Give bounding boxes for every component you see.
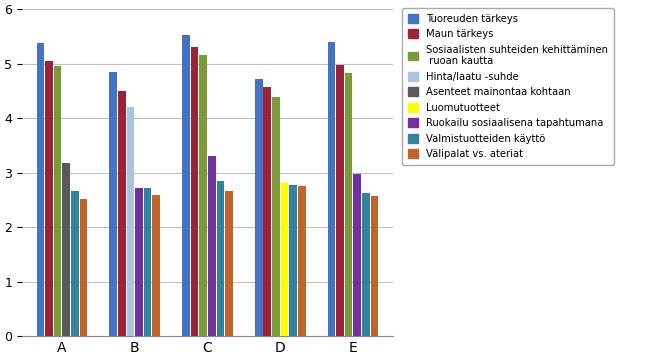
Bar [54,66,62,336]
Bar [217,181,224,336]
Bar [135,188,143,336]
Bar [153,195,160,336]
Bar [281,183,288,336]
Bar [199,55,207,336]
Bar [118,91,126,336]
Bar [362,193,369,336]
Bar [144,188,151,336]
Bar [45,61,53,336]
Bar [371,196,379,336]
Bar [126,107,134,336]
Bar [298,186,306,336]
Bar [208,156,215,336]
Bar [336,65,344,336]
Bar [263,87,271,336]
Bar [37,43,44,336]
Bar [225,191,233,336]
Bar [191,47,198,336]
Bar [71,191,79,336]
Bar [109,72,117,336]
Bar [80,199,87,336]
Bar [182,35,190,336]
Bar [354,174,361,336]
Bar [62,163,70,336]
Bar [255,79,263,336]
Bar [345,73,352,336]
Legend: Tuoreuden tärkeys, Maun tärkeys, Sosiaalisten suhteiden kehittäminen
 ruoan kaut: Tuoreuden tärkeys, Maun tärkeys, Sosiaal… [402,8,614,165]
Bar [272,97,280,336]
Bar [328,42,335,336]
Bar [290,185,297,336]
